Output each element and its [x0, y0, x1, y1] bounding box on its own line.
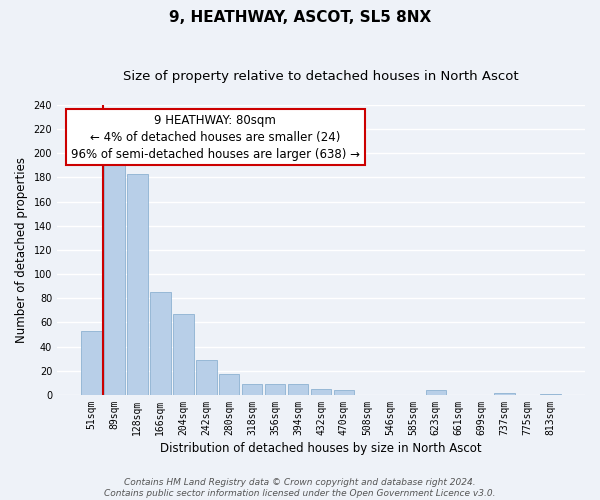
Text: 9, HEATHWAY, ASCOT, SL5 8NX: 9, HEATHWAY, ASCOT, SL5 8NX [169, 10, 431, 25]
Bar [173, 314, 194, 395]
Bar [265, 384, 286, 395]
Bar [311, 389, 331, 395]
Bar [541, 394, 561, 395]
Bar [127, 174, 148, 395]
Y-axis label: Number of detached properties: Number of detached properties [15, 157, 28, 343]
Bar [242, 384, 262, 395]
Text: Contains HM Land Registry data © Crown copyright and database right 2024.
Contai: Contains HM Land Registry data © Crown c… [104, 478, 496, 498]
Bar [81, 331, 102, 395]
Bar [425, 390, 446, 395]
Bar [196, 360, 217, 395]
Bar [104, 166, 125, 395]
Text: 9 HEATHWAY: 80sqm
← 4% of detached houses are smaller (24)
96% of semi-detached : 9 HEATHWAY: 80sqm ← 4% of detached house… [71, 114, 360, 160]
Bar [334, 390, 355, 395]
Title: Size of property relative to detached houses in North Ascot: Size of property relative to detached ho… [123, 70, 519, 83]
Bar [219, 374, 239, 395]
Bar [288, 384, 308, 395]
X-axis label: Distribution of detached houses by size in North Ascot: Distribution of detached houses by size … [160, 442, 482, 455]
Bar [150, 292, 170, 395]
Bar [494, 392, 515, 395]
